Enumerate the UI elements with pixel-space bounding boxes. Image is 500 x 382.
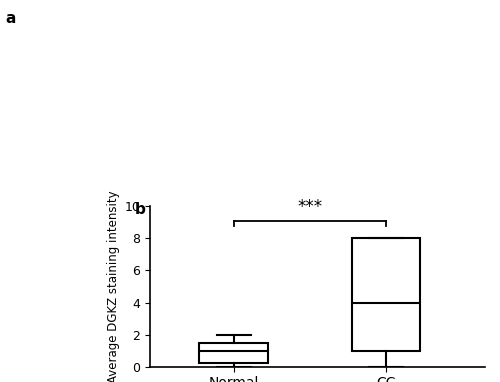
Y-axis label: Average DGKZ staining intensity: Average DGKZ staining intensity bbox=[107, 190, 120, 382]
Text: b: b bbox=[135, 202, 146, 217]
PathPatch shape bbox=[352, 238, 420, 351]
Text: ***: *** bbox=[298, 198, 322, 216]
Text: a: a bbox=[5, 11, 15, 26]
PathPatch shape bbox=[200, 343, 268, 363]
